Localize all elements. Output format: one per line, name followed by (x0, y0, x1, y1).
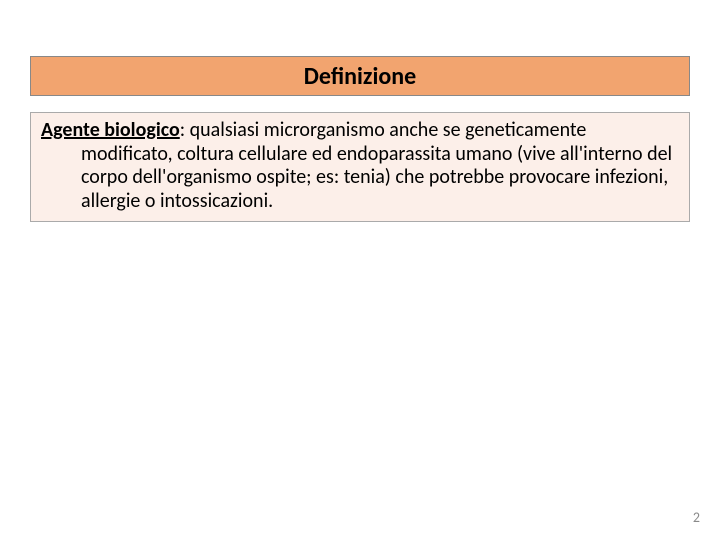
page-number: 2 (693, 509, 700, 526)
definition-paragraph: Agente biologico: qualsiasi microrganism… (41, 119, 679, 213)
definition-box: Agente biologico: qualsiasi microrganism… (30, 112, 690, 222)
slide-title: Definizione (304, 62, 416, 91)
slide: Definizione Agente biologico: qualsiasi … (0, 0, 720, 540)
definition-term: Agente biologico (41, 118, 180, 142)
definition-sep: : (180, 118, 190, 142)
title-box: Definizione (30, 56, 690, 96)
